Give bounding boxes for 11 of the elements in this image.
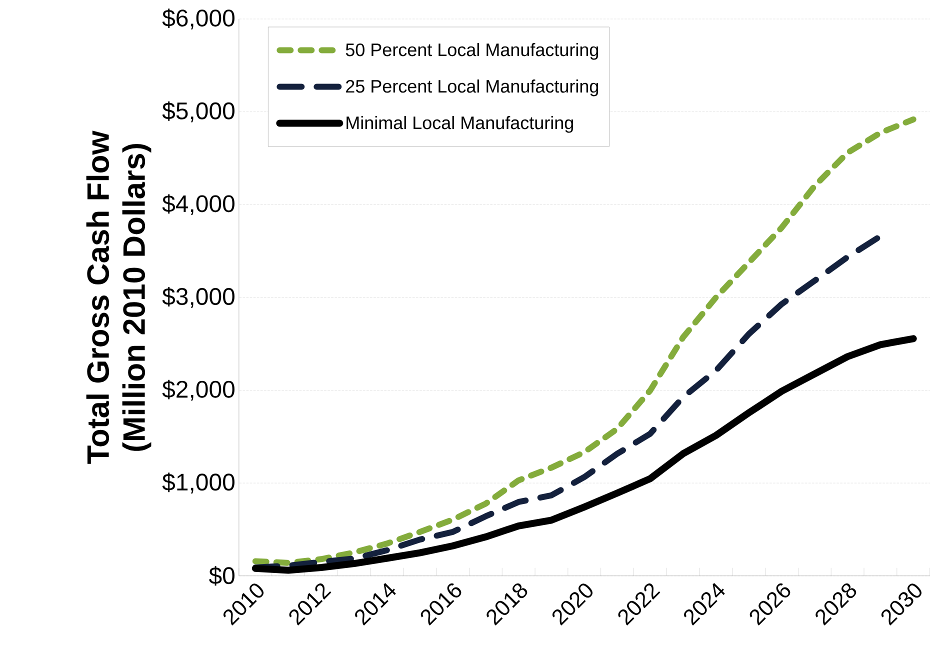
y-tick-label: $4,000: [162, 194, 234, 216]
y-tick-label: $0: [209, 566, 234, 586]
legend-label: Minimal Local Manufacturing: [346, 116, 573, 133]
y-tick-label: $2,000: [162, 380, 234, 401]
y-tick-label: $5,000: [162, 101, 234, 122]
legend-label: 25 Percent Local Manufacturing: [346, 80, 598, 96]
y-tick-label: $3,000: [162, 287, 234, 308]
y-axis-title: Total Gross Cash Flow (Million 2010 Dollars): [86, 130, 152, 464]
legend-label: 50 Percent Local Manufacturing: [346, 43, 598, 60]
y-tick-label: $6,000: [162, 8, 234, 30]
y-tick-label: $1,000: [162, 472, 234, 494]
